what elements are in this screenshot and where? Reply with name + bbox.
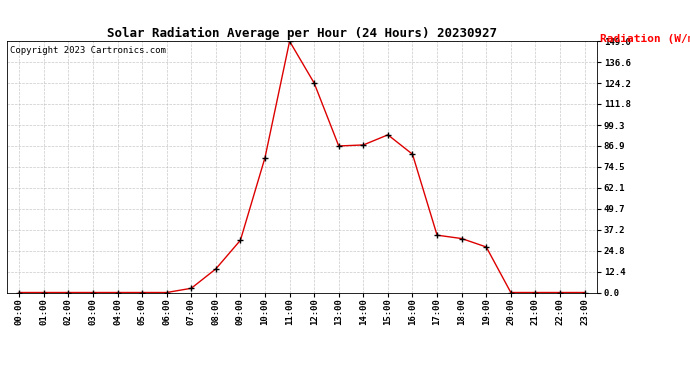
Title: Solar Radiation Average per Hour (24 Hours) 20230927: Solar Radiation Average per Hour (24 Hou… bbox=[107, 27, 497, 40]
Text: Radiation (W/m2): Radiation (W/m2) bbox=[600, 34, 690, 44]
Text: Copyright 2023 Cartronics.com: Copyright 2023 Cartronics.com bbox=[10, 46, 166, 55]
